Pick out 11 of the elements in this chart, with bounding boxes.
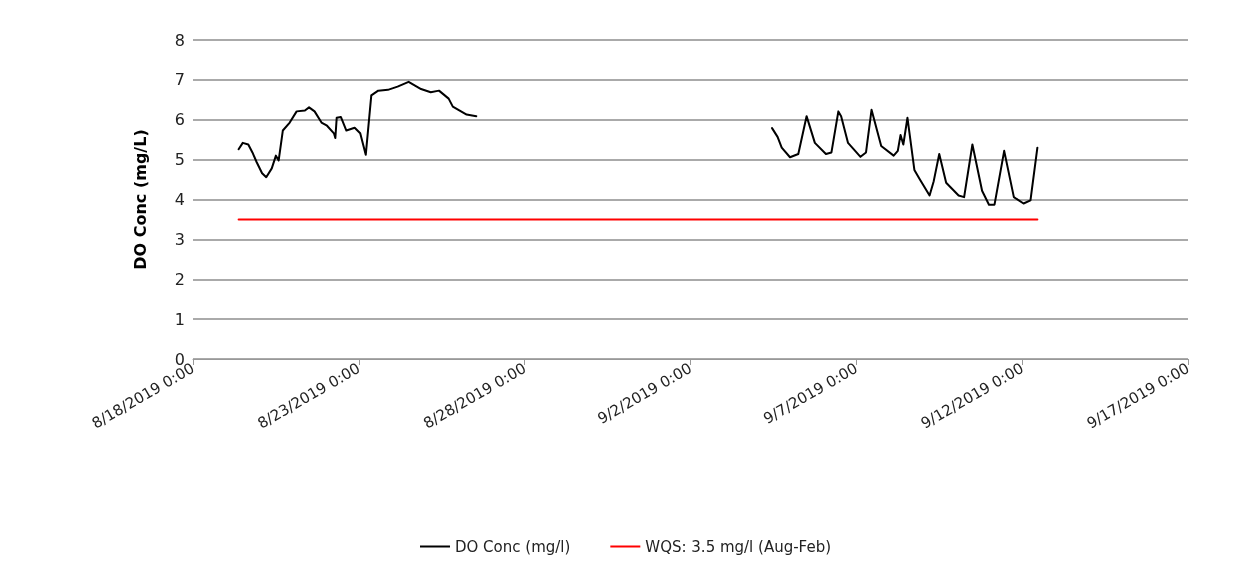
legend-label: DO Conc (mg/l): [454, 537, 571, 556]
y-tick-label: 1: [174, 309, 185, 329]
y-tick-label: 6: [174, 110, 185, 130]
y-tick-label: 8: [174, 30, 185, 50]
y-tick-label: 4: [174, 190, 185, 209]
y-tick-label: 2: [174, 269, 185, 289]
legend-label: WQS: 3.5 mg/l (Aug-Feb): [645, 537, 832, 556]
y-tick-label: 3: [174, 229, 185, 249]
y-tick-label: 7: [174, 70, 185, 90]
y-axis-title: DO Conc (mg/L): [130, 129, 150, 270]
y-tick-label: 5: [174, 150, 185, 170]
